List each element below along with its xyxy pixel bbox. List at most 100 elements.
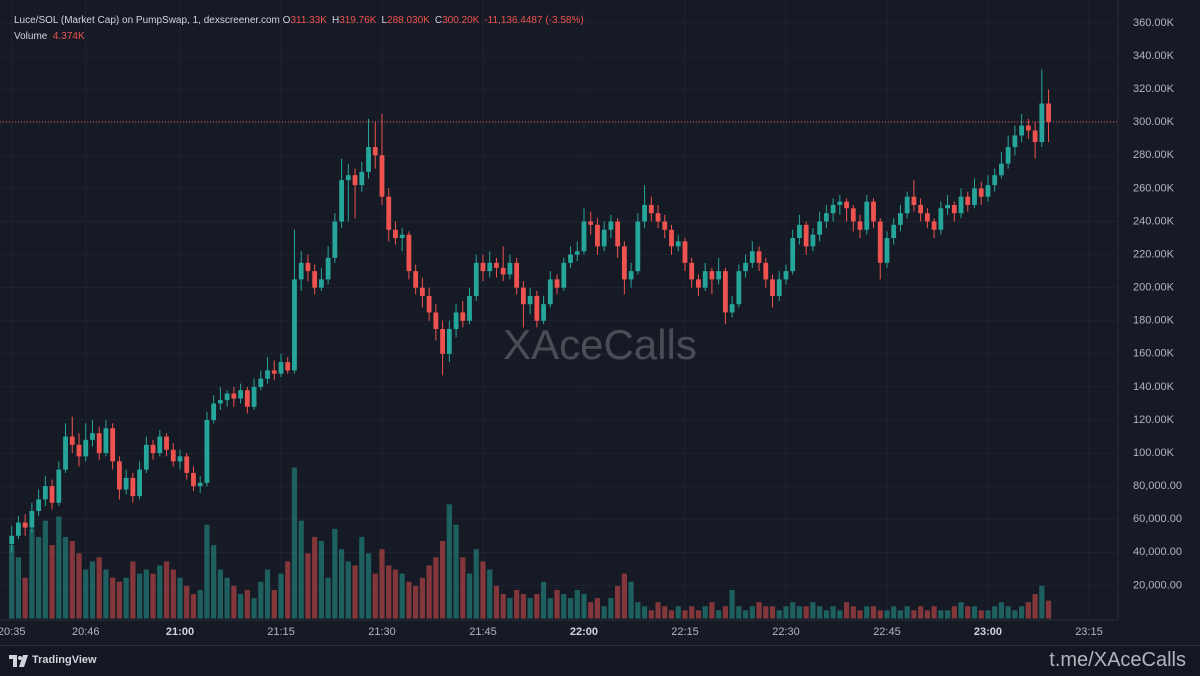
candle-body	[312, 271, 318, 288]
candle-body	[231, 393, 237, 399]
candle-body	[911, 196, 917, 205]
y-tick-label: 240.00K	[1133, 215, 1175, 227]
x-tick-label: 23:00	[974, 626, 1002, 638]
candle-body	[574, 251, 580, 255]
value: 288.030K	[387, 15, 430, 26]
volume-bar	[62, 536, 69, 619]
symbol: Luce/SOL (Market Cap) on PumpSwap, 1, de…	[14, 15, 280, 26]
volume-bar	[197, 589, 203, 619]
candle-body	[837, 201, 843, 205]
candle-body	[931, 221, 937, 230]
volume-bar	[15, 557, 22, 619]
volume-bar	[574, 589, 580, 619]
volume-bar	[588, 602, 594, 619]
volume-bar	[729, 589, 735, 619]
volume-bar	[668, 610, 675, 619]
candle-body	[1005, 147, 1011, 164]
candle-body	[170, 449, 176, 462]
volume-bar	[547, 598, 553, 619]
y-tick-label: 220.00K	[1133, 248, 1175, 260]
value: 319.76K	[339, 15, 377, 26]
candle-body	[137, 469, 143, 497]
candle-body	[709, 271, 715, 280]
candle-body	[689, 262, 695, 280]
volume-bar	[749, 606, 755, 619]
volume-bar	[123, 577, 129, 619]
volume-bar	[42, 520, 48, 619]
volume-bar	[857, 610, 863, 619]
candle-body	[696, 279, 701, 288]
y-tick-label: 60,000.00	[1133, 513, 1182, 525]
volume-bar	[399, 573, 405, 619]
candle-body	[292, 279, 297, 371]
candle-body	[830, 204, 836, 214]
volume-bar	[904, 606, 910, 619]
volume-bar	[514, 589, 520, 619]
candle-body	[924, 213, 930, 222]
candle-body	[628, 271, 634, 280]
candle-body	[406, 234, 412, 272]
volume-bar	[116, 581, 123, 619]
candle-body	[601, 229, 607, 247]
volume-bar	[217, 569, 223, 619]
volume-bar	[783, 606, 789, 619]
y-tick-label: 100.00K	[1133, 447, 1175, 459]
candle-body	[49, 486, 55, 503]
candle-body	[1012, 135, 1018, 148]
volume-bar	[830, 606, 836, 619]
candle-body	[244, 390, 250, 407]
volume-bar	[96, 557, 102, 619]
candle-body	[635, 221, 641, 272]
volume-bar	[998, 602, 1005, 619]
value: 300.20K	[442, 15, 480, 26]
x-tick-label: 21:30	[368, 626, 396, 638]
volume-bar	[439, 541, 446, 619]
volume-bar	[69, 541, 75, 619]
volume-bar	[433, 557, 439, 619]
volume-bar	[493, 585, 500, 619]
volume-bar	[258, 581, 264, 619]
volume-bar	[298, 520, 304, 619]
volume-bar	[675, 606, 681, 619]
volume-bar	[426, 565, 432, 619]
volume-bar	[386, 565, 392, 619]
y-tick-label: 80,000.00	[1133, 480, 1182, 492]
volume-bar	[278, 573, 284, 619]
candle-body	[655, 213, 661, 222]
candle-body	[568, 254, 573, 263]
candle-body	[534, 295, 540, 321]
volume-bar	[965, 606, 971, 619]
volume-bar	[231, 585, 237, 619]
candle-body	[817, 221, 823, 235]
candle-body	[366, 147, 371, 172]
volume-bar	[1012, 610, 1018, 619]
volume-bar	[601, 606, 607, 619]
volume-bar	[655, 602, 661, 619]
candle-body	[1032, 130, 1038, 143]
volume-bar	[325, 577, 331, 619]
candle-body	[722, 271, 728, 313]
candle-body	[857, 221, 863, 230]
candle-body	[157, 436, 163, 454]
candle-body	[265, 370, 270, 379]
candle-body	[278, 362, 284, 374]
candle-body	[507, 262, 513, 275]
volume-bar	[1045, 600, 1052, 619]
volume-bar	[244, 589, 250, 619]
candle-body	[951, 204, 957, 214]
y-tick-label: 20,000.00	[1133, 579, 1182, 591]
volume-bar	[224, 577, 230, 619]
candle-body	[527, 295, 533, 305]
volume-bar	[103, 569, 109, 619]
volume-bar	[527, 598, 533, 619]
watermark: XAceCalls	[503, 321, 697, 368]
volume-bar	[170, 569, 176, 619]
candle-body	[999, 163, 1004, 176]
candle-body	[83, 439, 89, 457]
candle-body	[487, 262, 493, 272]
candle-body	[729, 304, 735, 313]
candle-body	[143, 444, 149, 470]
candle-body	[63, 436, 68, 470]
candle-body	[325, 257, 331, 280]
volume-bar	[500, 594, 506, 619]
